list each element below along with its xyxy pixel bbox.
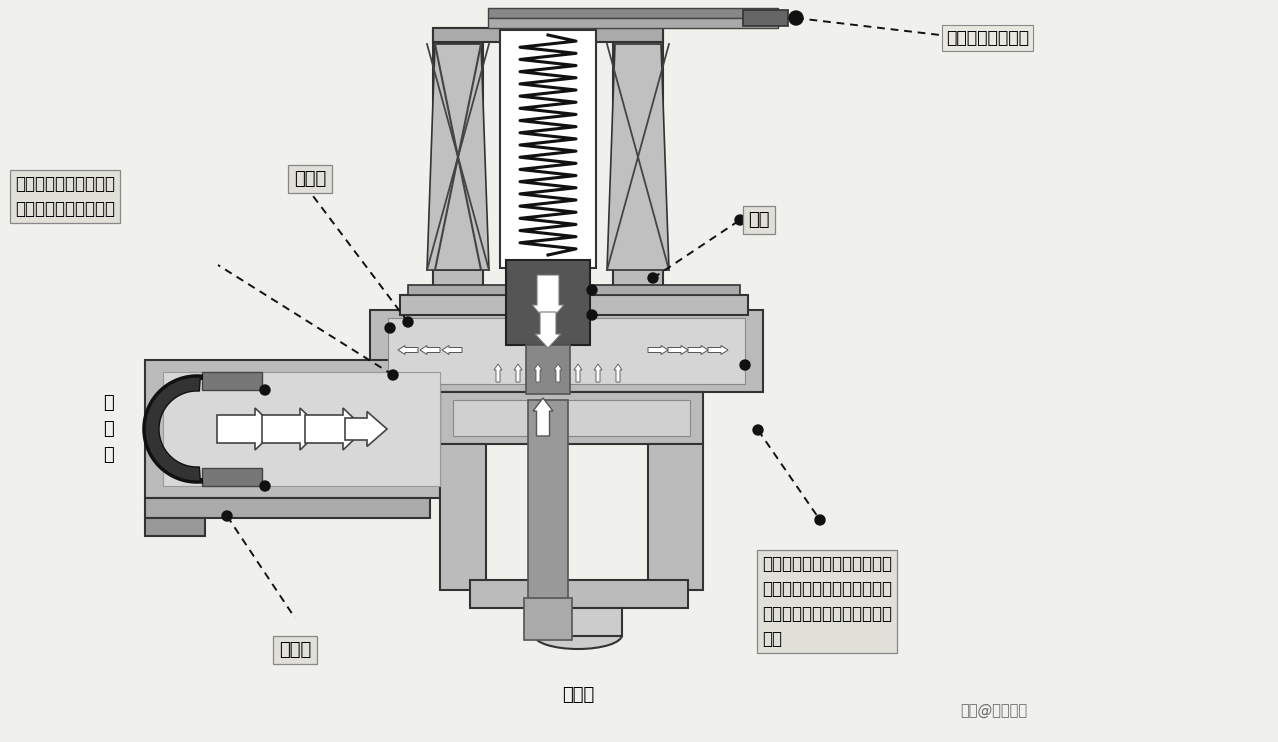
Bar	[433, 28, 483, 308]
Circle shape	[753, 425, 763, 435]
Bar	[648, 444, 703, 590]
Bar	[452, 400, 690, 436]
Bar	[408, 285, 740, 295]
Bar	[144, 360, 440, 498]
Circle shape	[403, 317, 413, 327]
FancyArrow shape	[420, 346, 440, 355]
Bar	[433, 28, 663, 42]
FancyArrow shape	[708, 346, 728, 355]
FancyArrow shape	[535, 312, 561, 348]
Bar	[488, 8, 778, 18]
Bar	[164, 372, 440, 486]
FancyArrow shape	[305, 408, 366, 450]
Circle shape	[587, 285, 597, 295]
Ellipse shape	[534, 621, 622, 649]
Text: 进
水
口: 进 水 口	[102, 393, 114, 464]
FancyArrow shape	[345, 412, 387, 447]
FancyArrow shape	[574, 364, 581, 382]
Polygon shape	[427, 44, 489, 270]
Bar	[435, 44, 481, 270]
Bar	[440, 444, 486, 590]
Text: 橡胶阀和塑料盘在弹簧弹力、
铁心重力和水压压力的共同作
用下，紧紧地压在出水口的管
道口: 橡胶阀和塑料盘在弹簧弹力、 铁心重力和水压压力的共同作 用下，紧紧地压在出水口的…	[762, 555, 892, 648]
FancyArrow shape	[534, 364, 542, 382]
FancyArrow shape	[553, 364, 562, 382]
Text: 水由进水腔流入，通过
加压孔流入到控制腔内: 水由进水腔流入，通过 加压孔流入到控制腔内	[15, 175, 115, 218]
Circle shape	[791, 13, 801, 23]
FancyArrow shape	[688, 346, 708, 355]
Circle shape	[259, 385, 270, 395]
FancyArrow shape	[613, 364, 622, 382]
Polygon shape	[144, 377, 201, 481]
Circle shape	[389, 370, 397, 380]
Bar	[534, 608, 622, 636]
Circle shape	[385, 323, 395, 333]
Bar	[371, 310, 763, 392]
Bar	[389, 318, 745, 384]
Bar	[613, 28, 663, 308]
Circle shape	[789, 11, 803, 25]
Circle shape	[648, 273, 658, 283]
Text: 头条@维修人家: 头条@维修人家	[960, 703, 1028, 718]
FancyArrow shape	[397, 346, 418, 355]
Bar	[202, 468, 262, 486]
Circle shape	[740, 360, 750, 370]
FancyArrow shape	[262, 408, 322, 450]
Bar	[470, 580, 688, 608]
Text: 控制腔: 控制腔	[294, 170, 326, 188]
FancyArrow shape	[648, 346, 668, 355]
Bar	[144, 518, 204, 536]
Bar	[524, 598, 573, 640]
Circle shape	[222, 511, 233, 521]
Text: 出水口: 出水口	[562, 686, 594, 704]
FancyArrow shape	[533, 398, 553, 436]
Text: 进水电磁阀未通电: 进水电磁阀未通电	[946, 29, 1029, 47]
FancyArrow shape	[495, 364, 502, 382]
Polygon shape	[607, 44, 668, 270]
FancyArrow shape	[668, 346, 688, 355]
Bar	[202, 372, 262, 390]
Circle shape	[815, 515, 826, 525]
Bar	[144, 498, 429, 518]
Bar	[743, 10, 789, 26]
Bar	[506, 260, 590, 345]
Bar	[527, 345, 570, 394]
Bar	[488, 18, 778, 28]
Bar	[135, 8, 780, 650]
Bar	[500, 30, 596, 268]
FancyArrow shape	[514, 364, 521, 382]
FancyArrow shape	[532, 275, 564, 323]
Bar	[528, 400, 567, 608]
Circle shape	[587, 310, 597, 320]
FancyArrow shape	[442, 346, 463, 355]
Bar	[400, 295, 748, 315]
Circle shape	[735, 215, 745, 225]
FancyArrow shape	[594, 364, 602, 382]
Circle shape	[259, 481, 270, 491]
Text: 进水腔: 进水腔	[279, 641, 311, 659]
Text: 铁心: 铁心	[748, 211, 769, 229]
Bar	[440, 392, 703, 444]
FancyArrow shape	[217, 408, 277, 450]
